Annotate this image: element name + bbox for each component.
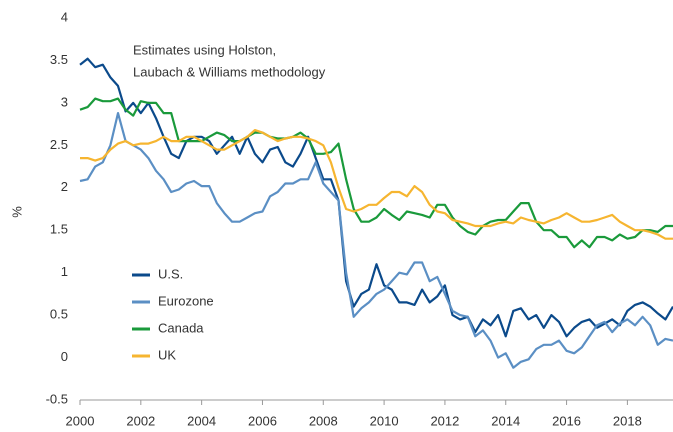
legend-label: U.S. <box>158 266 183 281</box>
y-tick-label: 0 <box>61 349 68 364</box>
x-tick-label: 2008 <box>309 413 338 428</box>
y-tick-label: 3 <box>61 94 68 109</box>
legend-label: Canada <box>158 320 204 335</box>
y-tick-label: 1 <box>61 264 68 279</box>
x-tick-label: 2012 <box>430 413 459 428</box>
series-line <box>79 97 673 249</box>
x-tick-label: 2018 <box>613 413 642 428</box>
annotation: Laubach & Williams methodology <box>133 64 326 79</box>
x-tick-label: 2006 <box>248 413 277 428</box>
x-tick-label: 2000 <box>66 413 95 428</box>
x-tick-label: 2014 <box>491 413 520 428</box>
x-tick-label: 2004 <box>187 413 216 428</box>
y-tick-label: 2.5 <box>50 137 68 152</box>
series-line <box>79 112 673 369</box>
y-tick-label: 2 <box>61 179 68 194</box>
series-line <box>79 57 673 338</box>
x-tick-label: 2002 <box>126 413 155 428</box>
annotation: Estimates using Holston, <box>133 42 276 57</box>
y-tick-label: 3.5 <box>50 52 68 67</box>
legend-label: UK <box>158 347 176 362</box>
y-tick-label: 1.5 <box>50 222 68 237</box>
y-tick-label: 0.5 <box>50 307 68 322</box>
y-tick-label: -0.5 <box>46 391 68 406</box>
x-tick-label: 2016 <box>552 413 581 428</box>
x-tick-label: 2010 <box>370 413 399 428</box>
series-line <box>80 129 673 240</box>
legend-label: Eurozone <box>158 293 214 308</box>
y-tick-label: 4 <box>61 9 68 24</box>
y-axis-label: % <box>9 206 24 218</box>
